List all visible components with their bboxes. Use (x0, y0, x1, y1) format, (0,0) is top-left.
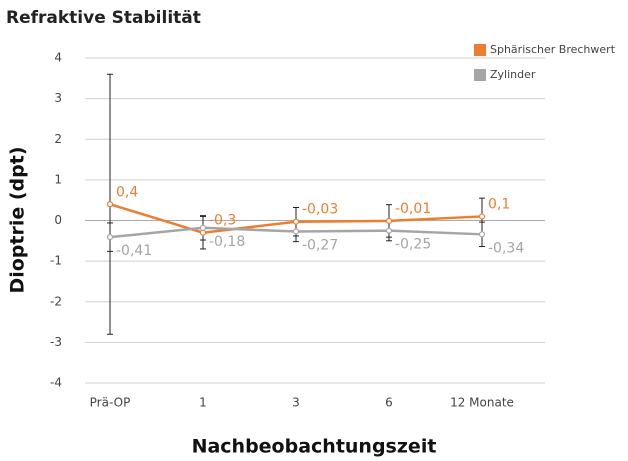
x-tick-label: 1 (199, 396, 207, 410)
data-label: 0,1 (488, 196, 510, 212)
data-label: -0,34 (488, 240, 524, 256)
y-tick-label: -1 (50, 254, 62, 268)
data-point (292, 228, 300, 235)
data-point (478, 213, 486, 220)
y-tick-label: -3 (50, 335, 62, 349)
data-point (478, 231, 486, 238)
data-point (385, 227, 393, 234)
y-tick-label: -2 (50, 294, 62, 308)
x-tick-label: 6 (385, 396, 393, 410)
data-label: 0,4 (116, 184, 138, 200)
y-axis-title: Dioptrie (dpt) (7, 146, 29, 293)
data-label: -0,41 (116, 243, 152, 259)
data-label: -0,18 (209, 234, 245, 250)
data-point (199, 224, 207, 231)
data-point (199, 229, 207, 236)
legend-label: Sphärischer Brechwert (490, 43, 616, 56)
y-tick-label: 1 (54, 172, 62, 186)
y-tick-label: 2 (54, 132, 62, 146)
x-tick-label: 3 (292, 396, 300, 410)
data-point (292, 218, 300, 225)
data-label: -0,27 (302, 237, 338, 253)
x-tick-label: Prä-OP (90, 396, 131, 410)
data-point (106, 201, 114, 208)
data-point (385, 217, 393, 225)
chart-title: Refraktive Stabilität (6, 8, 201, 28)
x-axis-title: Nachbeobachtungszeit (192, 436, 437, 458)
data-label: -0,01 (395, 201, 431, 217)
y-tick-label: 4 (54, 51, 62, 65)
x-tick-label: 12 Monate (450, 396, 514, 410)
y-tick-label: 0 (54, 213, 62, 227)
legend-label: Zylinder (490, 68, 536, 81)
y-tick-label: -4 (50, 376, 62, 390)
y-tick-label: 3 (54, 91, 62, 105)
legend-swatch (474, 44, 486, 56)
data-label: -0,03 (302, 202, 338, 218)
data-label: -0,3 (209, 213, 236, 229)
data-point (106, 234, 114, 241)
legend-swatch (474, 69, 486, 81)
data-label: -0,25 (395, 237, 431, 253)
